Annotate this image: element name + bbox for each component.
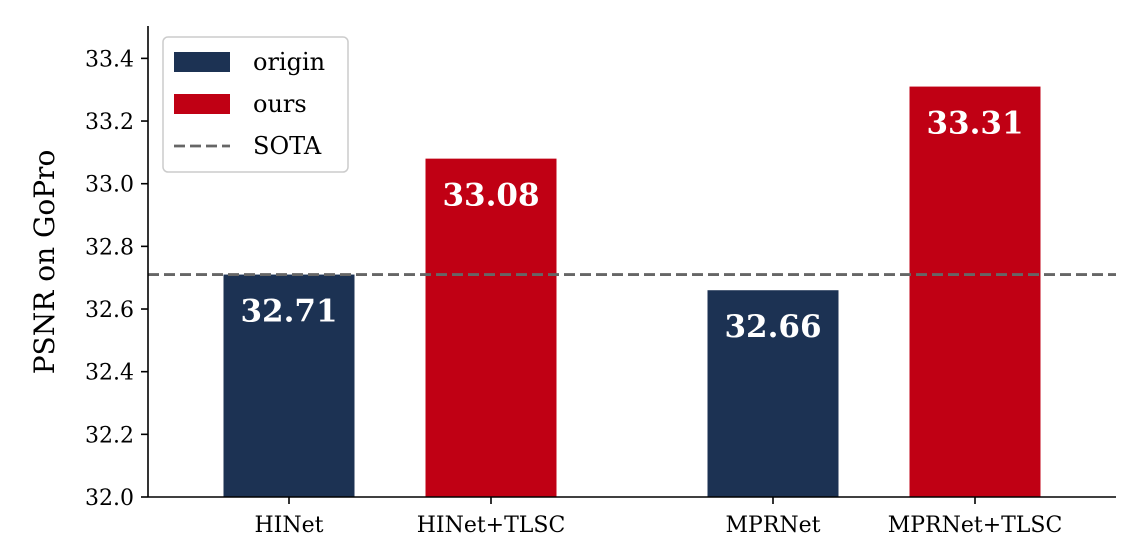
y-tick-label: 32.4 (85, 361, 134, 386)
legend-label: origin (253, 48, 325, 76)
y-tick-label: 32.0 (85, 486, 134, 511)
legend-swatch-origin (174, 52, 230, 72)
bar-mprnet (707, 290, 839, 497)
legend-label: SOTA (253, 132, 322, 160)
legend: origin ours SOTA (162, 36, 349, 173)
x-tick-label: MPRNet (725, 513, 820, 538)
bar-mprnet-tlsc (909, 86, 1041, 498)
bar-hinet-tlsc (425, 158, 557, 498)
y-tick-label: 33.4 (85, 47, 134, 72)
y-tick-label: 32.2 (85, 423, 134, 448)
x-tick-label: HINet+TLSC (417, 513, 566, 538)
x-ticks: HINet HINet+TLSC MPRNet MPRNet+TLSC (255, 497, 1063, 538)
bars: 32.71 33.08 32.66 33.31 (223, 86, 1041, 498)
legend-label: ours (253, 90, 307, 118)
bar-hinet (223, 274, 355, 497)
x-tick-label: MPRNet+TLSC (888, 513, 1063, 538)
bar-value-label: 33.31 (926, 106, 1023, 142)
bar-value-label: 33.08 (442, 178, 539, 214)
y-tick-label: 32.8 (85, 235, 134, 260)
y-tick-label: 33.0 (85, 173, 134, 198)
axes (147, 26, 1116, 498)
y-tick-label: 32.6 (85, 298, 134, 323)
bar-value-label: 32.71 (240, 294, 337, 330)
x-tick-label: HINet (255, 513, 324, 538)
y-ticks: 32.0 32.2 32.4 32.6 32.8 33.0 33.2 33.4 (85, 47, 148, 511)
bar-value-label: 32.66 (724, 309, 821, 345)
y-axis-title: PSNR on GoPro (28, 150, 61, 375)
y-tick-label: 33.2 (85, 110, 134, 135)
legend-swatch-ours (174, 94, 230, 114)
